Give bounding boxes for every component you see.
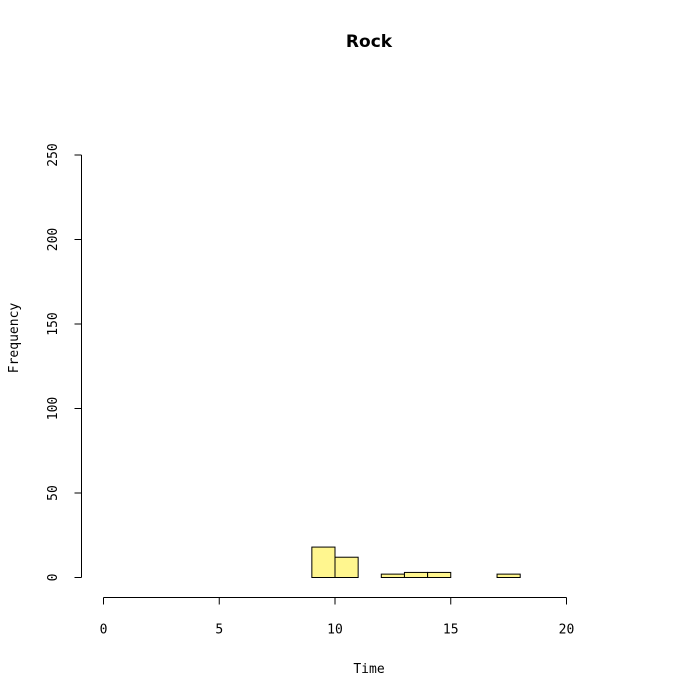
x-tick-label: 15	[443, 623, 459, 638]
y-axis-label: Frequency	[7, 303, 22, 374]
histogram-bar	[403, 571, 429, 578]
x-axis-label: Time	[353, 662, 384, 677]
x-tick-label: 10	[327, 623, 343, 638]
x-tick-label: 0	[100, 623, 108, 638]
x-tick-label: 20	[559, 623, 575, 638]
histogram-bar	[380, 573, 405, 578]
histogram-bar	[427, 571, 452, 578]
y-tick-label: 50	[46, 485, 61, 501]
y-tick-label: 0	[46, 574, 61, 582]
chart-title: Rock	[346, 32, 393, 52]
y-tick-label: 100	[46, 397, 61, 420]
x-axis-ticks: 0 5 10 15 20	[100, 597, 575, 638]
y-tick-label: 200	[46, 228, 61, 251]
histogram-bar	[311, 546, 336, 579]
histogram-bar	[496, 573, 521, 578]
y-tick-label: 150	[46, 312, 61, 335]
histogram-bar	[334, 556, 359, 578]
y-axis-ticks: 0 50 100 150 200 250	[46, 143, 82, 581]
y-tick-label: 250	[46, 143, 61, 166]
bars-group	[311, 546, 521, 579]
x-tick-label: 5	[215, 623, 223, 638]
